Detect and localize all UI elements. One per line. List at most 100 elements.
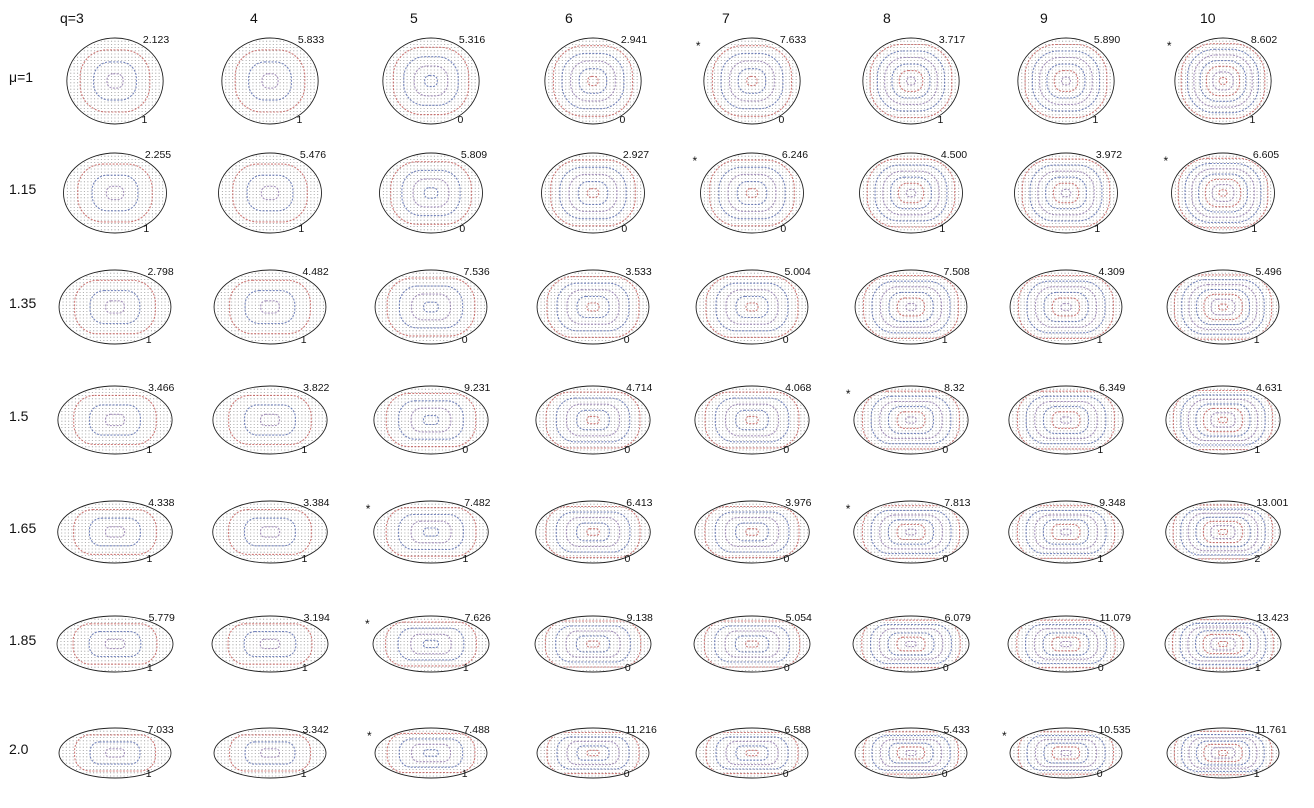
director-field-plot — [379, 152, 483, 234]
ellipse-outline — [535, 500, 651, 564]
stripe-loop — [422, 527, 439, 537]
winding-label: 1 — [301, 444, 308, 456]
winding-label: 1 — [1253, 768, 1260, 780]
winding-label: 1 — [301, 662, 308, 674]
stripe-loop — [1195, 288, 1251, 326]
energy-label: 13.423 — [1256, 612, 1289, 624]
director-field-plot — [541, 152, 645, 234]
director-field-plot — [382, 37, 480, 125]
ellipse-panel: 4.338 1 — [35, 477, 195, 587]
stripe-loop — [745, 528, 759, 536]
stripe-loop — [410, 743, 452, 763]
energy-label: 5.779 — [148, 612, 175, 624]
star-marker: * — [367, 729, 372, 743]
stripe-loop — [556, 736, 630, 770]
director-field — [701, 154, 803, 231]
stripe-loop — [261, 73, 279, 89]
director-field-plot — [374, 727, 488, 779]
stripe-loop — [565, 517, 621, 547]
stripe-loop — [423, 187, 439, 199]
director-field — [536, 502, 649, 562]
stripe-loop — [398, 513, 464, 551]
winding-label: 1 — [146, 662, 153, 674]
ellipse-panel: 5.054 0 — [672, 589, 832, 699]
ellipse-outline — [218, 152, 322, 234]
energy-label: 7.033 — [147, 724, 174, 736]
ellipse-outline — [57, 500, 173, 564]
stripe-loop — [1017, 275, 1114, 339]
stripe-loop — [870, 509, 952, 555]
stripe-loop — [1051, 523, 1081, 541]
stripe-loop — [73, 394, 157, 446]
director-field-plot — [213, 269, 327, 345]
ellipse-panel: 6.605 1 * — [1143, 138, 1303, 248]
ellipse-panel: 5.316 0 — [351, 26, 511, 136]
stripe-loop — [1060, 528, 1072, 536]
stripe-loop — [401, 169, 461, 217]
stripe-loop — [861, 390, 960, 450]
stripe-loop — [724, 403, 780, 437]
stripe-loop — [720, 52, 784, 110]
stripe-loop — [88, 517, 141, 547]
stripe-loop — [905, 303, 917, 311]
ellipse-panel: 5.433 0 — [831, 698, 991, 808]
director-field-plot — [213, 727, 327, 779]
stripe-loop — [1034, 738, 1098, 768]
column-label: 8 — [883, 10, 891, 26]
director-field-plot — [56, 615, 174, 673]
energy-label: 7.536 — [463, 266, 490, 278]
ellipse-panel: 5.809 0 — [351, 138, 511, 248]
ellipse-outline — [212, 500, 328, 564]
ellipse-panel: 13.001 2 — [1143, 477, 1303, 587]
stripe-loop — [570, 60, 616, 102]
ellipse-outline — [700, 152, 804, 234]
ellipse-outline — [1165, 500, 1281, 564]
stripe-loop — [576, 295, 610, 319]
star-marker: * — [365, 502, 371, 516]
stripe-loop — [260, 748, 280, 758]
energy-label: 4.500 — [940, 149, 968, 161]
energy-label: 11.079 — [1099, 612, 1131, 624]
stripe-loop — [413, 65, 449, 97]
ellipse-panel: 10.535 0 * — [986, 698, 1146, 808]
stripe-loop — [876, 50, 946, 112]
stripe-loop — [735, 745, 769, 761]
stripe-loop — [1191, 168, 1255, 218]
stripe-loop — [734, 635, 770, 653]
winding-label: 0 — [783, 662, 790, 674]
stripe-loop — [1211, 184, 1235, 202]
stripe-loop — [1202, 407, 1244, 433]
winding-label: 1 — [1094, 223, 1101, 235]
ellipse-panel: 7.626 1 * — [351, 589, 511, 699]
stripe-loop — [586, 302, 600, 312]
director-field-plot — [1009, 727, 1123, 779]
energy-label: 7.626 — [464, 612, 491, 624]
stripe-loop — [1218, 303, 1228, 311]
winding-label: 0 — [778, 114, 785, 126]
stripe-loop — [74, 734, 157, 772]
ellipse-outline — [1009, 269, 1123, 345]
director-field — [1168, 271, 1277, 343]
winding-label: 1 — [296, 114, 303, 126]
energy-label: 2.798 — [147, 266, 174, 278]
energy-label: 5.496 — [1255, 266, 1282, 278]
director-field-plot — [695, 269, 809, 345]
stripe-loop — [1217, 416, 1229, 424]
ellipse-panel: 5.779 1 — [35, 589, 195, 699]
winding-label: 1 — [1097, 553, 1104, 565]
stripe-loop — [386, 277, 476, 337]
stripe-loop — [896, 411, 926, 429]
energy-label: 6.413 — [626, 497, 653, 509]
stripe-loop — [229, 734, 312, 772]
stripe-loop — [1051, 411, 1081, 429]
stripe-loop — [1025, 395, 1107, 445]
director-field-plot — [1008, 385, 1124, 455]
ellipse-outline — [853, 385, 969, 455]
director-field-plot — [1171, 152, 1275, 234]
energy-label: 5.809 — [460, 149, 488, 161]
stripe-loop — [1172, 619, 1274, 669]
ellipse-outline — [694, 385, 810, 455]
stripe-loop — [1218, 77, 1228, 85]
stripe-loop — [725, 740, 779, 766]
stripe-loop — [1199, 60, 1247, 102]
